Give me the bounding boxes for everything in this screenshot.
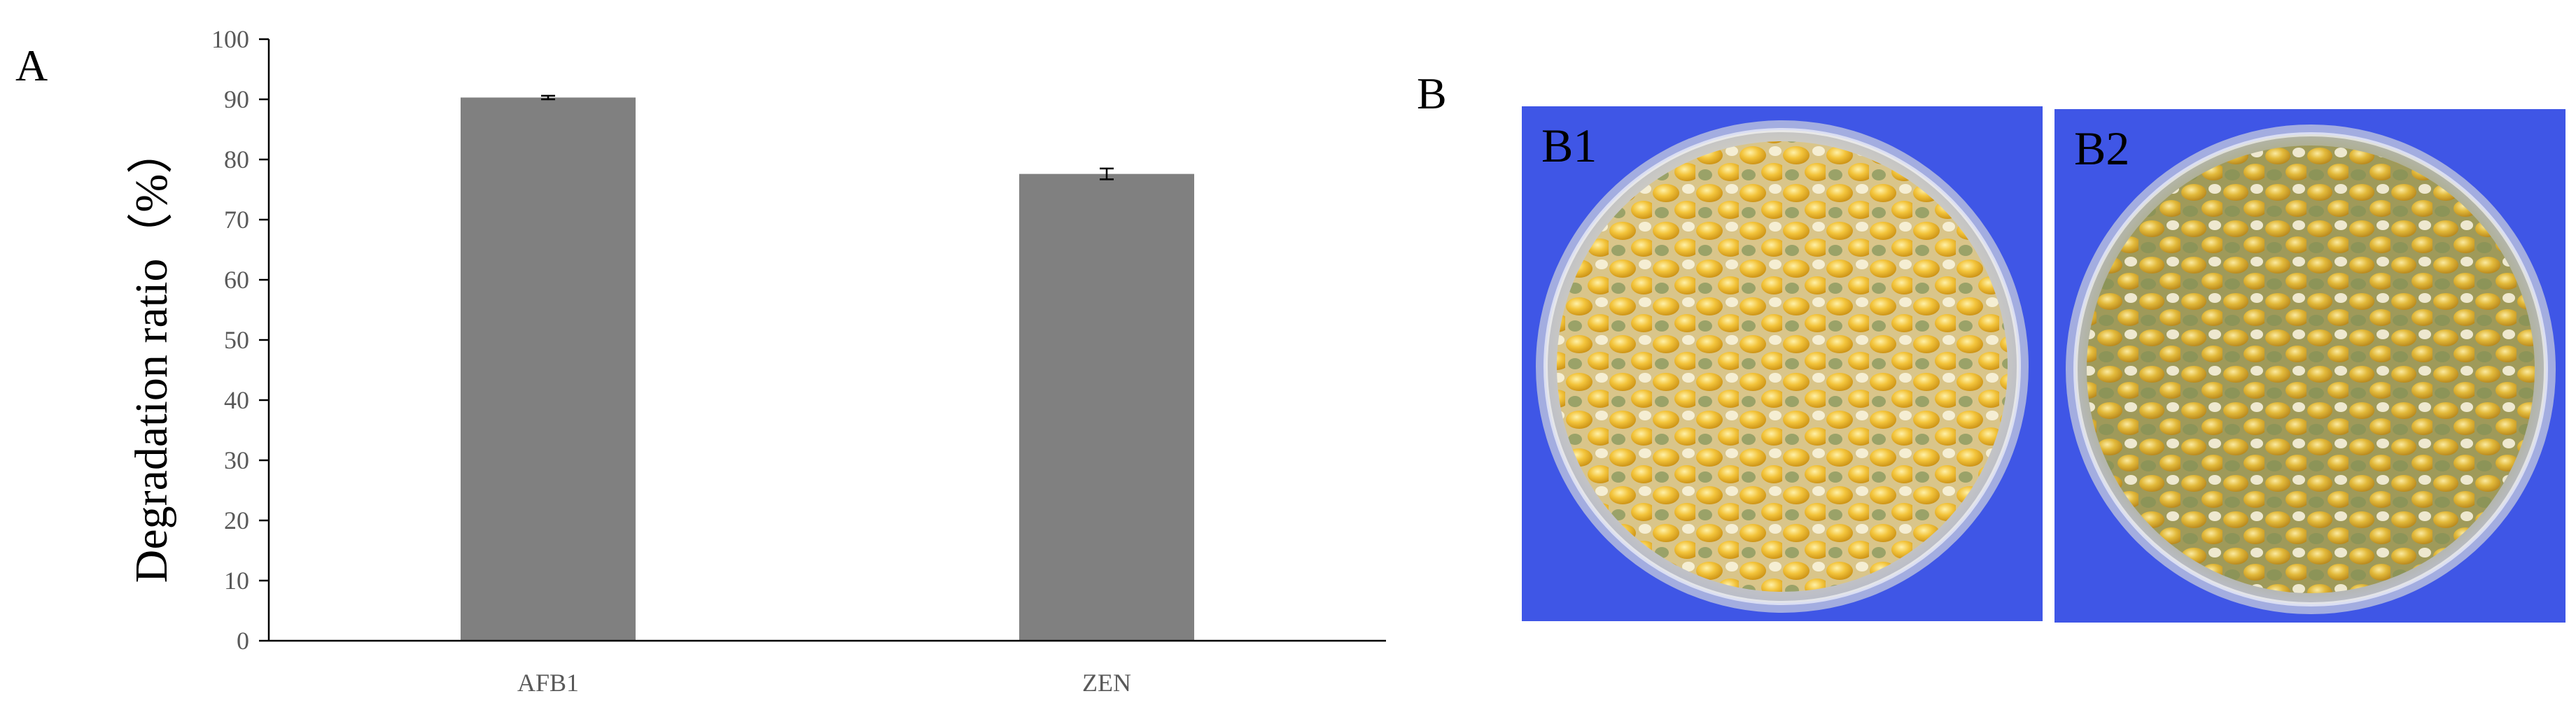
bar-zen: [1019, 173, 1194, 641]
y-tick-label: 100: [211, 25, 249, 53]
y-tick-label: 20: [224, 506, 249, 534]
y-tick-label: 0: [237, 627, 249, 655]
y-tick-label: 30: [224, 446, 249, 474]
y-tick-label: 50: [224, 326, 249, 354]
photo-b2-label: B2: [2074, 122, 2130, 175]
error-bar-zen: [1100, 167, 1114, 180]
y-tick-label: 70: [224, 206, 249, 234]
y-tick-label: 80: [224, 145, 249, 173]
panel-a-letter: A: [15, 41, 48, 90]
y-tick-label: 60: [224, 266, 249, 294]
x-tick-label: ZEN: [1082, 669, 1131, 697]
photo-b1: B1: [1522, 106, 2043, 621]
y-axis-label: Degradation ratio（%）: [126, 128, 177, 583]
photo-b2: B2: [2054, 109, 2566, 623]
petri-dish-corn-image: [2054, 109, 2566, 623]
panel-b-letter: B: [1417, 69, 1447, 118]
bar-afb1: [461, 97, 636, 641]
x-tick-label: AFB1: [517, 669, 579, 697]
y-tick-label: 40: [224, 386, 249, 414]
petri-dish-corn-image: [1522, 106, 2043, 621]
y-tick-label: 90: [224, 85, 249, 113]
photo-b1-label: B1: [1541, 119, 1597, 172]
error-bar-afb1: [541, 94, 555, 101]
bar-chart: 0 10 20 30 40 50 60 70 80 90 100 AFB1 ZEN Degradati…: [126, 25, 1386, 697]
y-tick-label: 10: [224, 567, 249, 595]
